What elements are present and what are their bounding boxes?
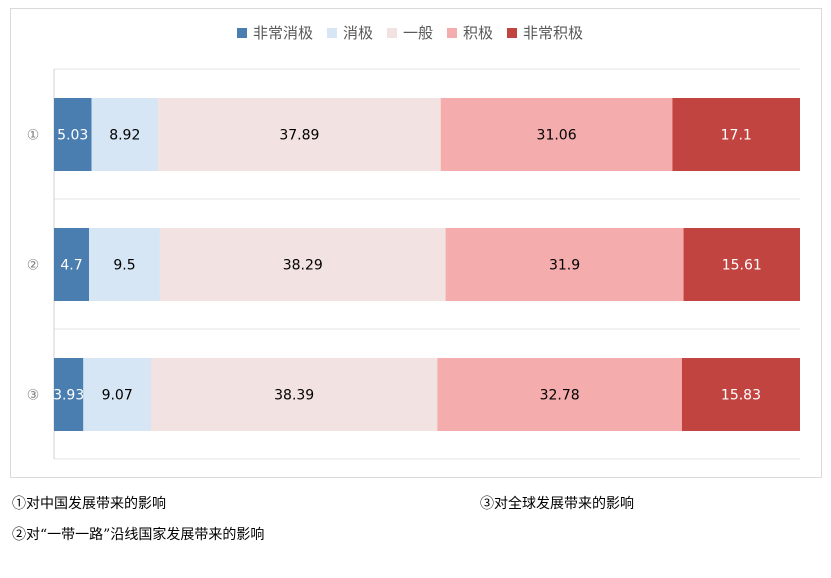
legend-swatch-3 <box>447 28 457 38</box>
bar-segment-1-0 <box>54 228 90 301</box>
data-label-0-1: 8.92 <box>109 128 140 144</box>
data-label-2-2: 38.39 <box>274 388 314 404</box>
legend-label-1: 消极 <box>343 24 373 42</box>
note-global: ③对全球发展带来的影响 <box>480 496 634 512</box>
bar-segment-2-4 <box>681 358 800 431</box>
category-label-2: ③ <box>27 388 40 404</box>
bar-segment-0-0 <box>54 98 92 171</box>
bar-segment-0-4 <box>672 98 800 171</box>
bar-segment-1-2 <box>159 228 446 301</box>
bar-segment-1-4 <box>683 228 800 301</box>
data-label-1-1: 9.5 <box>113 258 135 274</box>
bar-segment-1-3 <box>445 228 684 301</box>
legend-swatch-0 <box>237 28 247 38</box>
data-label-1-4: 15.61 <box>722 258 762 274</box>
data-label-2-3: 32.78 <box>540 388 580 404</box>
legend-label-2: 一般 <box>403 24 433 42</box>
legend-swatch-2 <box>387 28 397 38</box>
category-label-1: ② <box>27 258 40 274</box>
bar-segment-0-1 <box>91 98 159 171</box>
bar-segment-0-3 <box>440 98 673 171</box>
data-label-2-1: 9.07 <box>102 388 133 404</box>
legend-label-4: 非常积极 <box>523 24 583 42</box>
data-label-0-4: 17.1 <box>721 128 752 144</box>
bar-segment-2-0 <box>54 358 84 431</box>
data-label-2-4: 15.83 <box>721 388 761 404</box>
data-label-1-2: 38.29 <box>283 258 323 274</box>
legend-label-3: 积极 <box>463 24 493 42</box>
note-china: ①对中国发展带来的影响 <box>12 496 166 512</box>
bar-segment-2-2 <box>150 358 438 431</box>
bar-segment-1-1 <box>89 228 160 301</box>
data-label-1-0: 4.7 <box>60 258 82 274</box>
legend-swatch-1 <box>327 28 337 38</box>
chart-container: 非常消极 消极 一般 积极 非常积极 ① 5.03 8.92 37.89 31.06 17.1 ② 4.… <box>10 8 822 478</box>
data-label-1-3: 31.9 <box>549 258 580 274</box>
data-label-0-2: 37.89 <box>279 128 319 144</box>
stacked-bar-chart: 非常消极 消极 一般 积极 非常积极 ① 5.03 8.92 37.89 31.06 17.1 ② 4.… <box>27 24 800 460</box>
note-belt-road: ②对“一带一路”沿线国家发展带来的影响 <box>12 527 265 543</box>
bar-segment-2-3 <box>437 358 682 431</box>
bar-segment-2-1 <box>83 358 151 431</box>
bar-segment-0-2 <box>158 98 441 171</box>
data-label-2-0: 3.93 <box>53 388 84 404</box>
legend-label-0: 非常消极 <box>253 24 313 42</box>
data-label-0-3: 31.06 <box>537 128 577 144</box>
category-label-0: ① <box>27 128 40 144</box>
legend-swatch-4 <box>507 28 517 38</box>
data-label-0-0: 5.03 <box>57 128 88 144</box>
